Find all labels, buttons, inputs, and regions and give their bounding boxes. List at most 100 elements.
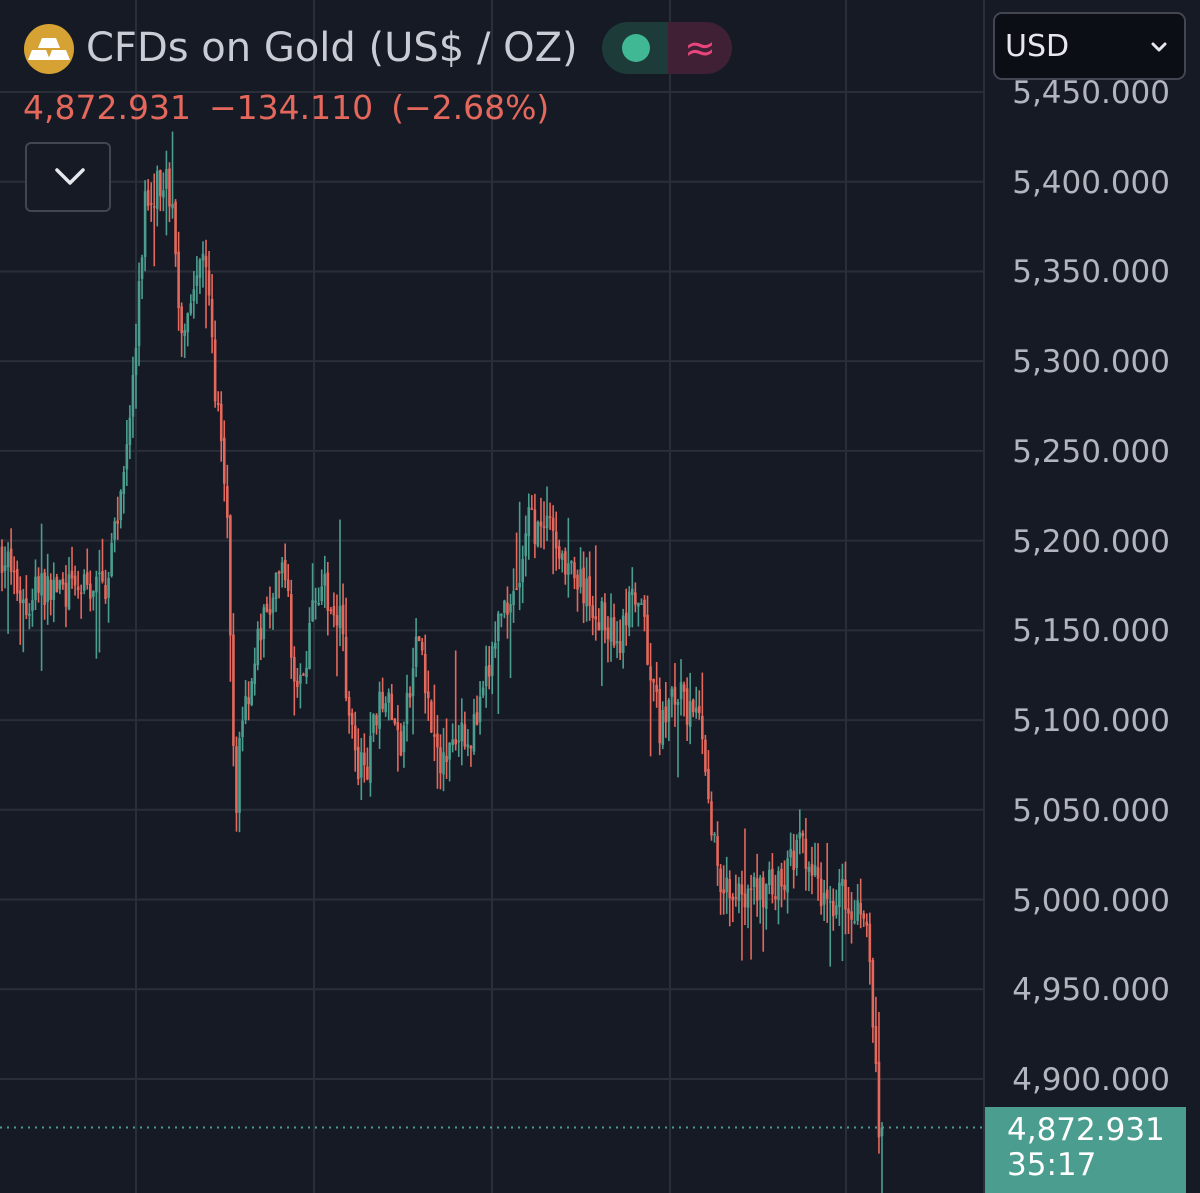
candle [850, 892, 853, 944]
candle [460, 698, 464, 766]
collapse-legend-button[interactable] [25, 142, 111, 212]
candle [564, 547, 567, 585]
candle [3, 546, 7, 589]
candle [627, 586, 631, 637]
candle [716, 821, 719, 886]
candle [694, 686, 698, 719]
candle [67, 557, 71, 611]
candle [378, 681, 381, 749]
candle [682, 681, 686, 717]
candle [89, 570, 92, 612]
candle [847, 886, 850, 934]
market-status-segment[interactable] [602, 22, 668, 74]
candle [448, 741, 451, 782]
gold-bars-icon[interactable] [24, 24, 74, 74]
market-status-pill[interactable]: ≈ [602, 22, 732, 74]
last-price: 4,872.931 [23, 88, 191, 127]
candle [417, 635, 421, 642]
candle [521, 545, 524, 604]
candle [289, 579, 293, 679]
candle [22, 588, 25, 653]
candle [667, 697, 671, 742]
candle [737, 876, 741, 914]
chart-grid [0, 0, 983, 1193]
candle [113, 517, 116, 553]
candle [250, 677, 253, 707]
symbol-title[interactable]: CFDs on Gold (US$ / OZ) [86, 25, 578, 71]
candle [469, 745, 473, 767]
price-axis-tick: 5,250.000 [1012, 433, 1170, 470]
candle [472, 698, 476, 755]
chart-area[interactable] [0, 0, 983, 1193]
candle [859, 878, 862, 929]
candle [98, 549, 101, 653]
candle [542, 501, 546, 550]
candle [350, 708, 354, 739]
candle [244, 680, 247, 725]
price-axis-tick: 5,150.000 [1012, 613, 1170, 650]
candle [539, 497, 543, 548]
candle [618, 619, 622, 660]
candle [783, 860, 786, 900]
candle [615, 621, 619, 659]
candle [366, 747, 369, 781]
candle [691, 698, 695, 718]
candlestick-series [0, 131, 884, 1193]
candle [70, 546, 74, 589]
candle [171, 131, 174, 219]
candle [372, 713, 375, 743]
candle [34, 559, 37, 611]
candle [725, 856, 729, 914]
candle [490, 641, 494, 695]
candle [497, 610, 500, 714]
candle [475, 695, 479, 726]
market-open-dot-icon [622, 34, 650, 62]
candle [524, 515, 528, 577]
candle [311, 563, 314, 622]
candle [104, 569, 107, 604]
candle [31, 588, 34, 627]
candle [545, 486, 549, 542]
candle [308, 607, 311, 670]
candle [186, 312, 190, 347]
candle [259, 613, 263, 661]
candle [399, 723, 403, 757]
candle [582, 551, 585, 624]
candle [573, 556, 576, 590]
candle [646, 595, 649, 666]
candle [195, 256, 199, 304]
candle [835, 889, 838, 919]
currency-select[interactable]: USD [993, 12, 1186, 80]
candle [317, 587, 320, 606]
candle [548, 502, 552, 530]
candle [332, 592, 336, 628]
candle [375, 713, 378, 735]
price-axis[interactable]: 5,450.000 5,400.000 5,350.000 5,300.000 5,25… [983, 0, 1200, 1193]
candle [576, 569, 579, 612]
candle [701, 672, 704, 755]
candle [125, 419, 129, 486]
candle [247, 681, 250, 721]
candle [238, 731, 241, 833]
candle [387, 688, 391, 721]
candle [49, 573, 53, 616]
candle [162, 172, 165, 212]
candle [320, 569, 324, 605]
price-axis-tick: 5,100.000 [1012, 703, 1170, 740]
candle [704, 734, 707, 776]
candle [609, 593, 613, 662]
candle [390, 683, 394, 721]
delayed-data-icon[interactable]: ≈ [668, 22, 732, 74]
candle [280, 556, 284, 588]
candle [356, 728, 360, 786]
candle [326, 561, 330, 636]
candle [786, 850, 789, 914]
candle [801, 830, 805, 854]
candle [119, 489, 123, 529]
candle [643, 595, 646, 632]
price-chart[interactable] [0, 0, 983, 1193]
candle [305, 650, 308, 684]
candle [816, 843, 820, 901]
candle [746, 884, 750, 929]
candle [92, 590, 95, 611]
